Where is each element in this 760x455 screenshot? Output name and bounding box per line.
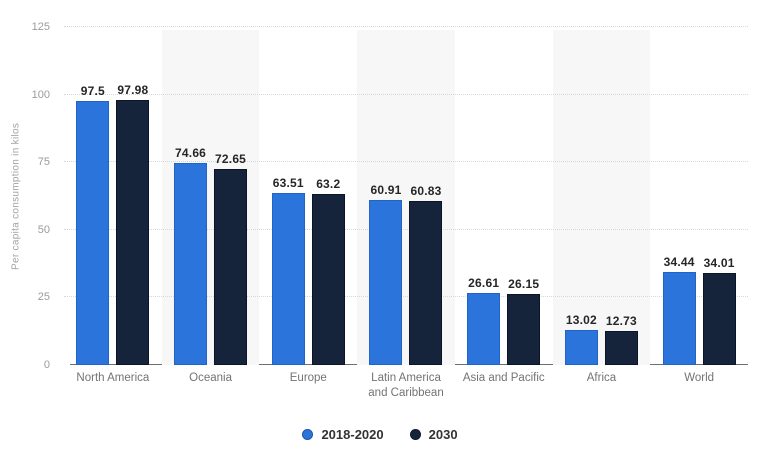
- y-axis: 125 100 75 50 25 0: [0, 21, 56, 371]
- bar-2018-2020[interactable]: [564, 329, 598, 365]
- bar-value-label: 34.44: [663, 254, 695, 269]
- bar-group: 13.02 12.73: [553, 27, 651, 365]
- bar-value-label: 34.01: [703, 256, 735, 271]
- bar-value-label: 60.83: [410, 183, 442, 198]
- bar-value-label: 60.91: [370, 183, 402, 198]
- gridline: [64, 228, 748, 230]
- gridline: [64, 26, 748, 27]
- bar-value-label: 26.15: [508, 277, 540, 292]
- bar-group: 63.51 63.2: [259, 27, 357, 365]
- bar-value-label: 97.98: [117, 83, 149, 98]
- category-band: [552, 30, 651, 365]
- bar-2030[interactable]: [604, 330, 638, 365]
- bar-column: 63.2: [311, 177, 345, 365]
- bar-column: 34.01: [702, 256, 736, 365]
- bar-2030[interactable]: [311, 194, 345, 365]
- bar-column: 72.65: [214, 151, 248, 365]
- bar-2030[interactable]: [702, 273, 736, 365]
- bar-column: 97.98: [116, 83, 150, 365]
- bar-column: 60.91: [369, 183, 403, 365]
- category-label: Latin America and Caribbean: [368, 372, 444, 399]
- gridline: [64, 161, 748, 163]
- bar-2030[interactable]: [507, 294, 541, 365]
- bar-group: 34.44 34.01: [650, 27, 748, 365]
- bar-value-label: 74.66: [175, 146, 207, 161]
- y-tick-label: 25: [37, 291, 50, 304]
- y-tick-label: 0: [43, 359, 50, 371]
- bar-column: 26.15: [507, 277, 541, 365]
- bar-value-label: 72.65: [215, 151, 247, 166]
- bar-2030[interactable]: [409, 200, 443, 365]
- bar-2018-2020[interactable]: [271, 193, 305, 365]
- category-label: Africa: [586, 372, 617, 384]
- plot-area: 97.5 97.98 74.66 72.65 63.51 63.2 60.91 60.83 26…: [64, 26, 748, 365]
- bar-column: 63.51: [271, 176, 305, 365]
- category-label: Oceania: [189, 372, 232, 384]
- y-tick-label: 100: [31, 88, 50, 101]
- bar-column: 97.5: [76, 84, 110, 365]
- bar-value-label: 97.5: [80, 84, 105, 99]
- legend-label: 2030: [428, 427, 458, 442]
- bar-value-label: 12.73: [605, 313, 637, 328]
- category-label: Europe: [289, 372, 327, 384]
- legend: 2018-2020 2030: [0, 427, 760, 442]
- bar-column: 13.02: [564, 312, 598, 365]
- bar-column: 12.73: [604, 313, 638, 365]
- legend-marker-icon: [302, 429, 314, 440]
- bar-2018-2020[interactable]: [76, 101, 110, 365]
- gridline: [64, 296, 748, 298]
- legend-item-2030: 2030: [409, 427, 458, 442]
- bar-value-label: 13.02: [565, 312, 597, 327]
- bar-value-label: 63.51: [272, 176, 304, 191]
- bar-2030[interactable]: [116, 100, 150, 365]
- bar-group: 60.91 60.83: [357, 27, 455, 365]
- y-tick-label: 125: [31, 21, 50, 33]
- legend-label: 2018-2020: [321, 427, 384, 442]
- bar-column: 74.66: [174, 146, 208, 365]
- y-tick-label: 50: [37, 223, 50, 236]
- bar-column: 26.61: [467, 276, 501, 365]
- category-label: North America: [76, 372, 150, 384]
- category-label: Asia and Pacific: [462, 372, 545, 384]
- bar-group: 26.61 26.15: [455, 27, 553, 365]
- bar-column: 34.44: [662, 254, 696, 365]
- x-axis: North America Oceania Europe Latin America …: [64, 371, 748, 401]
- bar-2018-2020[interactable]: [369, 200, 403, 365]
- gridline: [64, 93, 748, 95]
- y-tick-label: 75: [37, 156, 50, 169]
- legend-item-2018-2020: 2018-2020: [302, 427, 384, 442]
- bar-value-label: 26.61: [468, 276, 500, 291]
- bar-value-label: 63.2: [316, 177, 341, 192]
- bar-2018-2020[interactable]: [662, 271, 696, 365]
- bar-group: 97.5 97.98: [64, 27, 162, 365]
- category-label: World: [684, 372, 715, 384]
- bar-column: 60.83: [409, 183, 443, 365]
- bar-group: 74.66 72.65: [162, 27, 260, 365]
- legend-marker-icon: [409, 429, 421, 440]
- bar-2018-2020[interactable]: [174, 163, 208, 365]
- bar-2030[interactable]: [214, 168, 248, 365]
- bar-2018-2020[interactable]: [467, 293, 501, 365]
